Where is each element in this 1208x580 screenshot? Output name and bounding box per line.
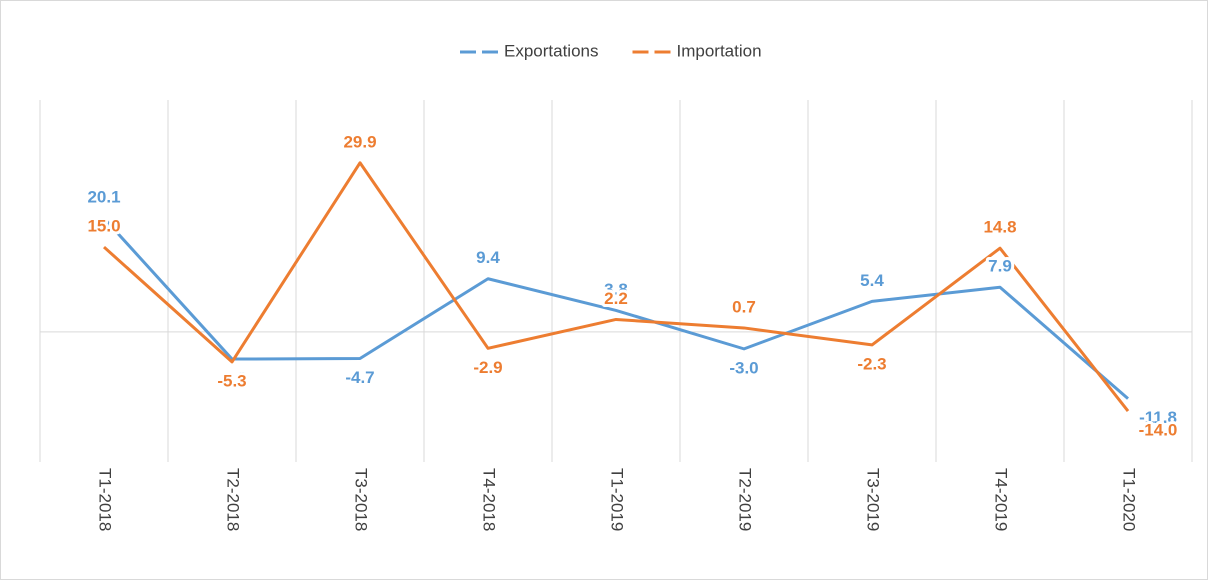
data-label: 20.1: [87, 188, 120, 207]
data-label: 9.4: [476, 248, 500, 267]
series-line: [102, 217, 1129, 400]
data-label: 3.8: [604, 280, 628, 299]
x-tick-label: T2-2018: [224, 468, 243, 531]
data-label: -11.8: [1139, 408, 1177, 427]
legend: Exportations Importation: [460, 41, 762, 60]
x-tick-label: T2-2019: [736, 468, 755, 531]
data-label: -2.3: [857, 354, 886, 373]
data-label: -3.0: [729, 358, 758, 377]
data-label: 15.0: [87, 217, 120, 236]
x-tick-label: T1-2019: [608, 468, 627, 531]
data-label: 29.9: [343, 132, 376, 151]
x-tick-label: T4-2019: [992, 468, 1011, 531]
x-tick-label: T3-2018: [352, 468, 371, 531]
data-label: -2.9: [473, 358, 502, 377]
x-tick-label: T1-2020: [1120, 468, 1139, 531]
legend-label: Exportations: [504, 41, 599, 60]
x-tick-label: T4-2018: [480, 468, 499, 531]
data-label: 14.8: [983, 218, 1016, 237]
data-label: -5.3: [217, 371, 246, 390]
data-label: 7.9: [988, 257, 1012, 276]
data-label: -4.7: [345, 368, 374, 387]
series-line: [102, 161, 1130, 413]
data-label: 0.7: [732, 297, 756, 316]
x-tick-label: T3-2019: [864, 468, 883, 531]
data-label: -4.8: [217, 369, 246, 388]
data-label: -14.0: [1139, 421, 1178, 440]
x-tick-label: T1-2018: [96, 468, 115, 531]
legend-label: Importation: [677, 41, 762, 60]
data-label: 5.4: [860, 271, 884, 290]
data-label: 2.2: [604, 289, 628, 308]
